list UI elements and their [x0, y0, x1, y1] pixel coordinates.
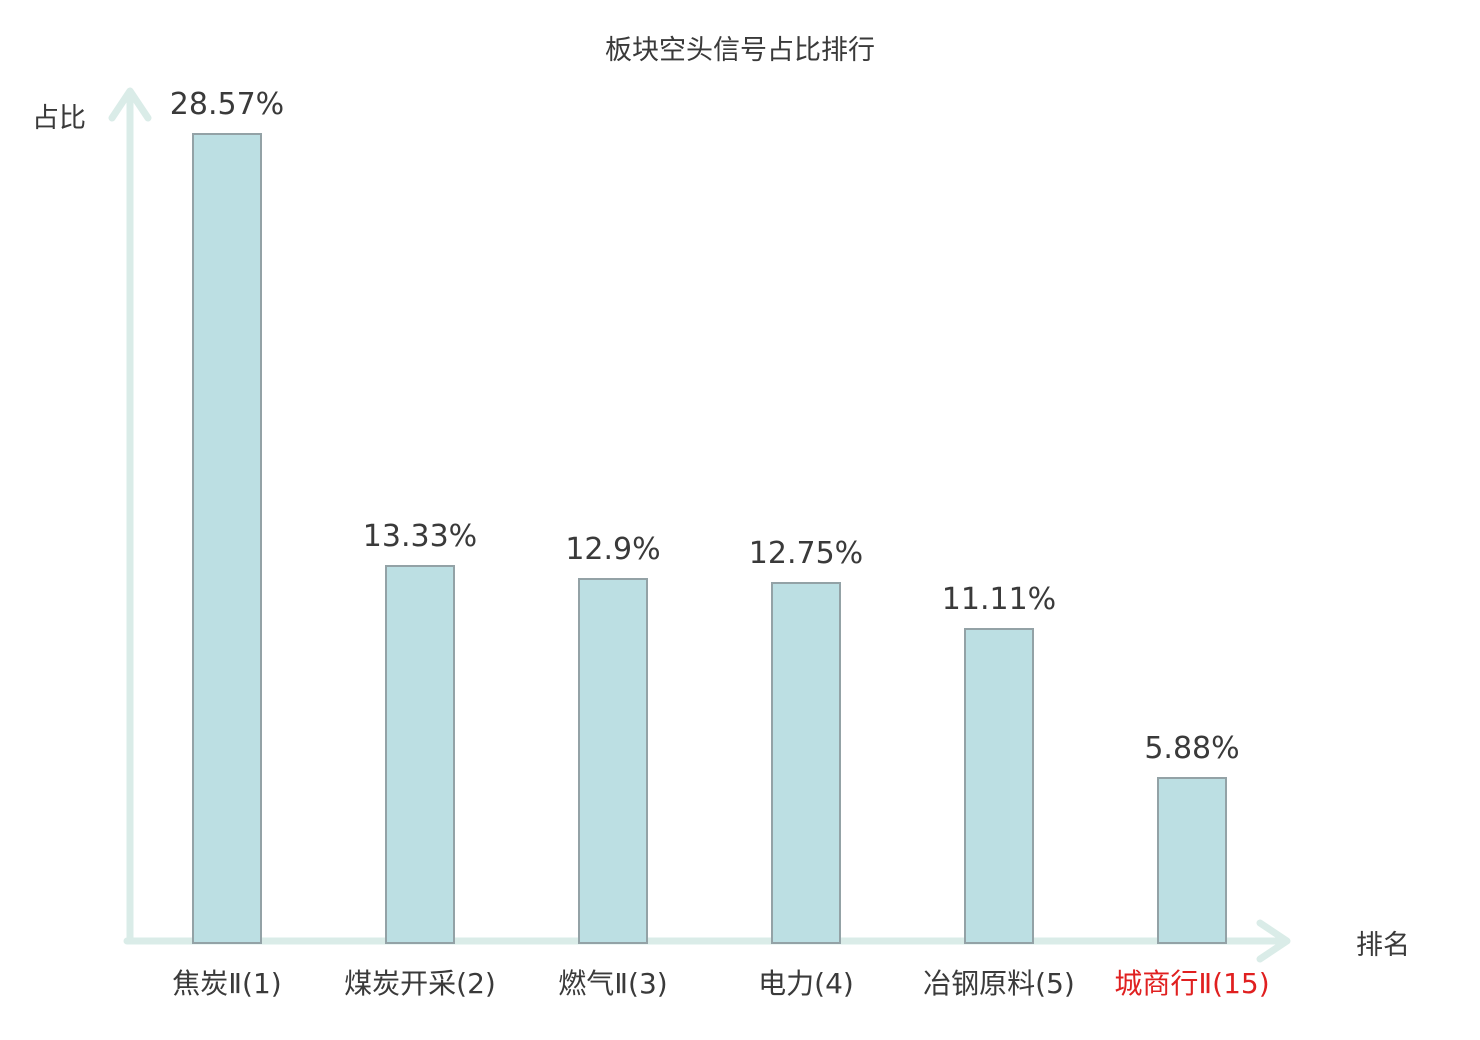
bar [964, 628, 1034, 944]
bar-value-label: 13.33% [362, 519, 478, 554]
category-label: 燃气Ⅱ(3) [558, 967, 668, 1000]
category-label: 焦炭Ⅱ(1) [172, 967, 282, 1000]
bar-value-label: 11.11% [941, 582, 1057, 617]
bar [385, 565, 455, 944]
bar-value-label: 28.57% [169, 87, 285, 122]
category-label: 城商行Ⅱ(15) [1114, 967, 1270, 1000]
chart-title: 板块空头信号占比排行 [605, 35, 875, 66]
y-axis-label: 占比 [32, 103, 86, 134]
y-axis-arrow-icon [108, 87, 152, 122]
bar [771, 582, 841, 944]
category-label: 电力(4) [758, 967, 854, 1000]
bar [578, 578, 648, 944]
category-label: 煤炭开采(2) [344, 967, 496, 1000]
bar [192, 133, 262, 944]
bar-value-label: 5.88% [1144, 731, 1240, 766]
bar [1157, 777, 1227, 944]
x-axis-label: 排名 [1356, 930, 1410, 961]
x-axis-arrow-icon [1256, 919, 1291, 963]
bar-value-label: 12.9% [565, 532, 661, 567]
category-label: 冶钢原料(5) [923, 967, 1075, 1000]
bar-value-label: 12.75% [748, 536, 864, 571]
